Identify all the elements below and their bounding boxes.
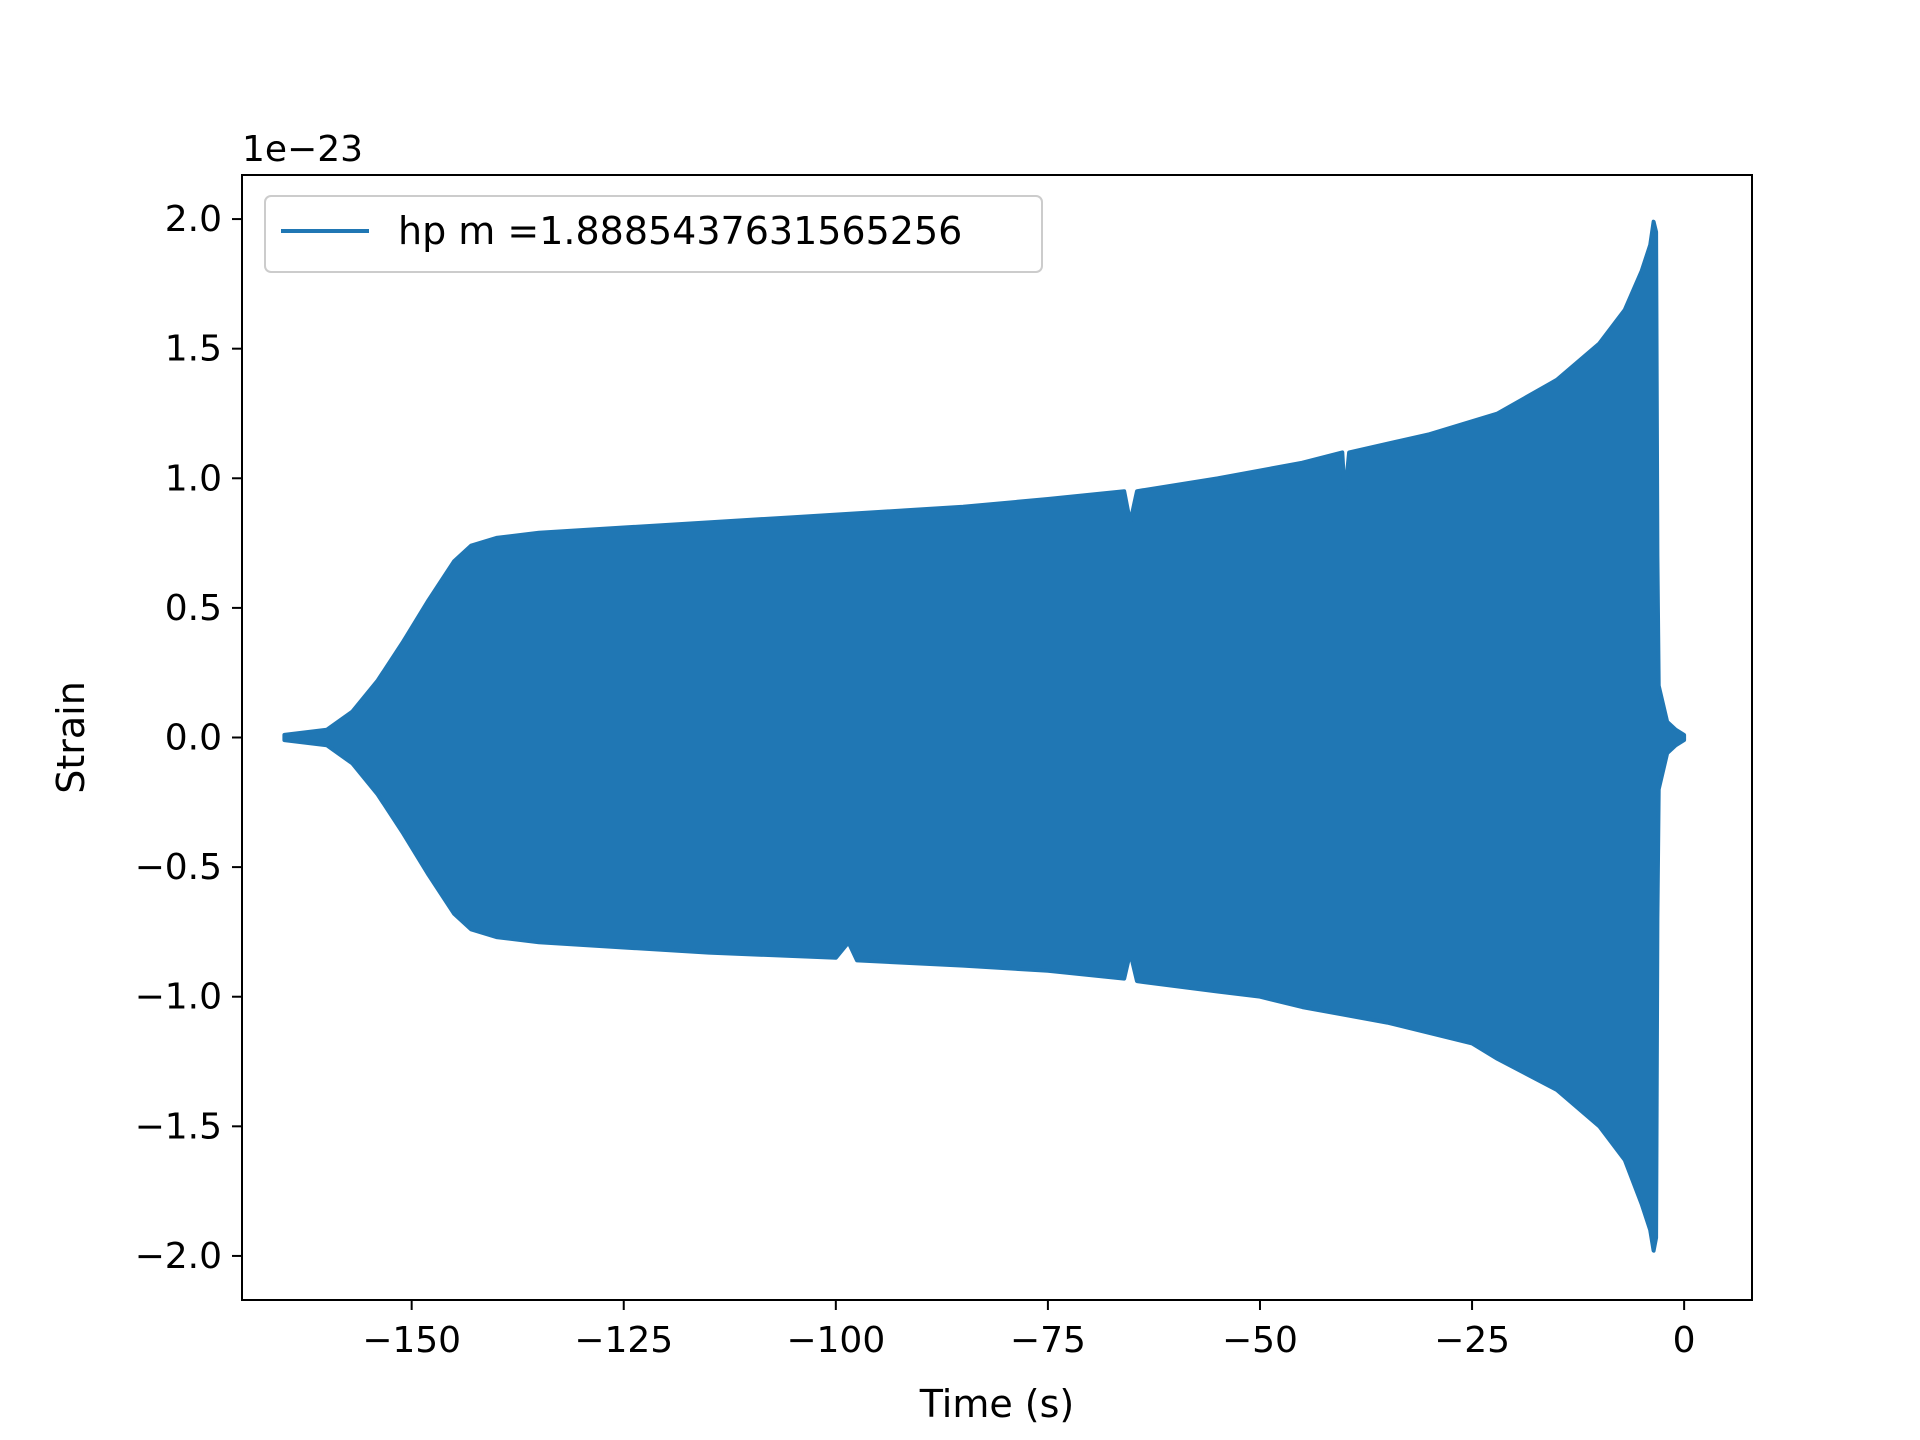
legend: hp m =1.8885437631565256 bbox=[264, 195, 1043, 273]
y-axis-offset-label: 1e−23 bbox=[242, 129, 363, 170]
x-tick-label: −50 bbox=[1222, 1320, 1298, 1361]
x-axis-ticks: −150 −125 −100 −75 −50 −25 0 bbox=[362, 1300, 1696, 1361]
x-tick-label: 0 bbox=[1673, 1320, 1696, 1361]
x-tick-label: −150 bbox=[362, 1320, 461, 1361]
y-tick-label: 2.0 bbox=[165, 199, 222, 240]
legend-box bbox=[264, 195, 1043, 273]
y-tick-label: 1.5 bbox=[165, 329, 222, 370]
x-tick-label: −100 bbox=[786, 1320, 885, 1361]
y-tick-label: 0.0 bbox=[165, 718, 222, 759]
x-tick-label: −25 bbox=[1434, 1320, 1510, 1361]
y-tick-label: −0.5 bbox=[135, 847, 222, 888]
y-axis-ticks: −2.0 −1.5 −1.0 −0.5 0.0 0.5 1.0 1.5 2.0 bbox=[135, 199, 242, 1277]
y-tick-label: 1.0 bbox=[165, 458, 222, 499]
y-tick-label: −2.0 bbox=[135, 1236, 222, 1277]
series-hp-waveform bbox=[282, 219, 1687, 1253]
y-tick-label: −1.0 bbox=[135, 977, 222, 1018]
x-tick-label: −75 bbox=[1010, 1320, 1086, 1361]
y-tick-label: −1.5 bbox=[135, 1106, 222, 1147]
legend-label-hp: hp m =1.8885437631565256 bbox=[398, 209, 962, 253]
y-tick-label: 0.5 bbox=[165, 588, 222, 629]
plot-area bbox=[282, 219, 1687, 1253]
y-axis-label: Strain bbox=[49, 681, 93, 794]
x-axis-label: Time (s) bbox=[919, 1382, 1075, 1426]
x-tick-label: −125 bbox=[574, 1320, 673, 1361]
